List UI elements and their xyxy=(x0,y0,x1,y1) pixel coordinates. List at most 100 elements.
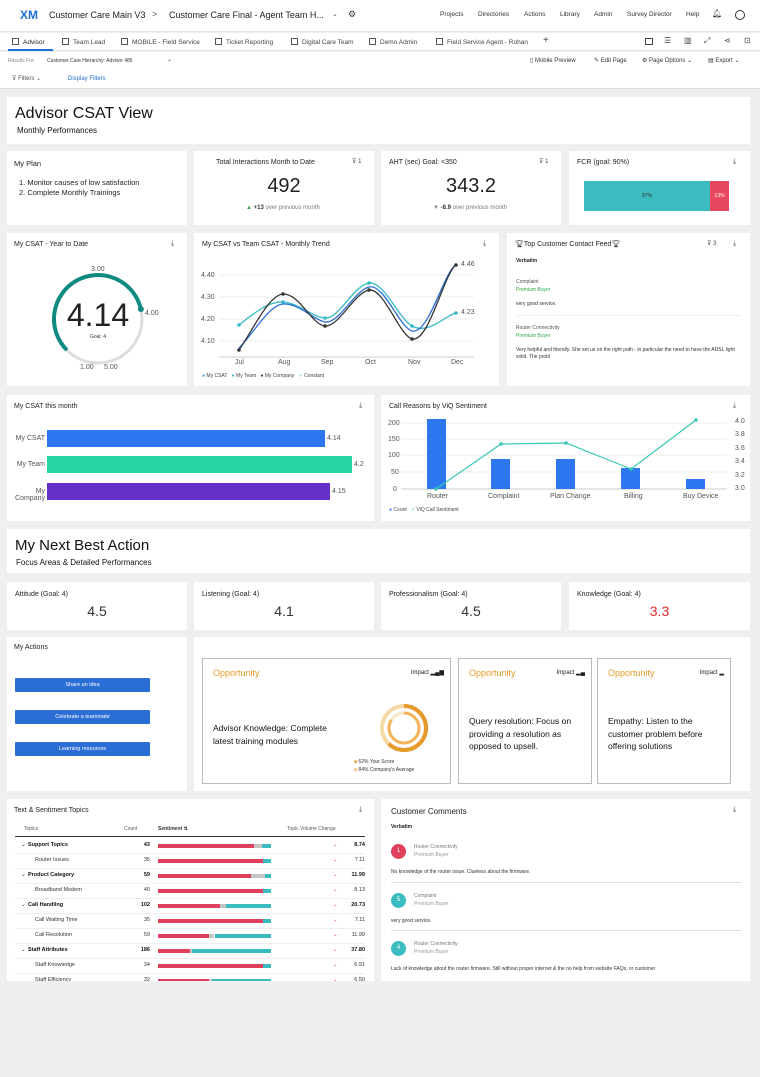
tab-demo-admin[interactable]: Demo Admin xyxy=(369,38,417,46)
y-tick-left: 150 xyxy=(388,436,400,443)
nav-actions[interactable]: Actions xyxy=(524,11,546,18)
widget-title: Call Reasons by ViQ Sentiment xyxy=(389,403,487,410)
share-icon[interactable]: ⋖ xyxy=(724,36,731,45)
table-row[interactable]: Call Resolution 59 ⌄ 11.99 xyxy=(15,929,373,944)
user-avatar-icon[interactable] xyxy=(735,10,745,20)
share-idea-button[interactable]: Share an idea xyxy=(15,678,150,692)
collapse-icon[interactable]: ⊡ xyxy=(744,36,751,45)
opportunity-title: Opportunity xyxy=(469,668,516,678)
expand-caret-icon[interactable]: ⌄ xyxy=(21,872,26,878)
bell-icon[interactable]: 🔔︎ xyxy=(712,9,723,18)
csat-header-card: Advisor CSAT View Monthly Performances xyxy=(7,97,750,144)
divider xyxy=(15,836,365,837)
project-breadcrumb[interactable]: Customer Care Main V3 xyxy=(49,10,146,20)
plan-item: 1. Monitor causes of low satisfaction xyxy=(19,178,140,187)
add-tab-icon[interactable]: + xyxy=(543,35,549,46)
display-filters-link[interactable]: Display Filters xyxy=(68,76,106,82)
download-icon[interactable]: ⤓ xyxy=(733,158,737,165)
edit-page-button[interactable]: ✎ Edit Page xyxy=(594,58,627,64)
opportunity-card[interactable]: Opportunity Impact ▂▄▆ Advisor Knowledge… xyxy=(202,658,451,784)
download-icon[interactable]: ⤓ xyxy=(171,240,175,247)
widget-title: 🏆︎Top Customer Contact Feed🏆︎ xyxy=(515,241,621,248)
table-row[interactable]: ⌄ Product Category 59 ⌄ 11.99 xyxy=(15,869,373,884)
expand-caret-icon[interactable]: ⌄ xyxy=(21,902,26,908)
nav-help[interactable]: Help xyxy=(686,11,700,18)
mobile-preview-button[interactable]: ▯ Mobile Preview xyxy=(530,58,576,64)
table-row[interactable]: Broadband Modem 40 ⌄ 8.13 xyxy=(15,884,373,899)
hierarchy-selector[interactable]: Customer Care Hierarchy: Advisor 485 xyxy=(47,58,133,64)
bar-chart-icon[interactable]: ▥ xyxy=(684,36,692,45)
opportunity-card[interactable]: Opportunity Impact ▂ Empathy: Listen to … xyxy=(597,658,731,784)
expand-icon[interactable]: ⤢ xyxy=(704,36,711,45)
table-row[interactable]: Router Issues 35 ⌄ 7.11 xyxy=(15,854,373,869)
chevron-down-icon[interactable]: ⌄ xyxy=(332,11,338,18)
focus-card-knowledge: Knowledge (Goal: 4) 3.3 xyxy=(569,582,750,630)
widget-title: My Plan xyxy=(14,159,42,168)
table-row[interactable]: Staff Efficiency 32 ⌄ 6.50 xyxy=(23,974,373,981)
active-tab-indicator xyxy=(8,49,53,51)
column-header[interactable]: Sentiment ⇅ xyxy=(158,826,188,832)
table-row[interactable]: ⌄ Call Handling 102 ⌄ 20.73 xyxy=(15,899,373,914)
y-tick: 4.40 xyxy=(201,272,215,279)
widget-title: My CSAT this month xyxy=(14,403,78,410)
download-icon[interactable]: ⤓ xyxy=(483,240,487,247)
contact-feed-card: 🏆︎Top Customer Contact Feed🏆︎ ⊽ 3 ⤓ Verb… xyxy=(507,233,750,386)
column-header[interactable]: Topic Volume Change xyxy=(287,826,336,832)
volume-change: 7.11 xyxy=(354,917,365,923)
tab-ticket-reporting[interactable]: Ticket Reporting xyxy=(215,38,273,46)
sentiment-bar-segment xyxy=(191,949,271,953)
kpi-value: 343.2 xyxy=(445,175,497,197)
bar-complaint xyxy=(491,459,510,489)
download-icon[interactable]: ⤓ xyxy=(733,806,737,813)
tab-advisor[interactable]: Advisor xyxy=(12,38,45,46)
sort-icon: ⇅ xyxy=(183,826,188,832)
page-title: Advisor CSAT View xyxy=(15,105,153,122)
download-icon[interactable]: ⤓ xyxy=(733,240,737,247)
gear-icon[interactable]: ⚙ xyxy=(348,9,357,19)
opportunity-description: Advisor Knowledge: Complete latest train… xyxy=(213,723,327,746)
opportunity-title: Opportunity xyxy=(213,668,260,678)
topic-name: Broadband Modem xyxy=(35,887,82,893)
page-options-button[interactable]: ⚙ Page Options ⌄ xyxy=(642,58,693,64)
tab-field-service-agent[interactable]: Field Service Agent - Rohan xyxy=(436,38,528,46)
nav-projects[interactable]: Projects xyxy=(440,11,464,18)
filters-button[interactable]: ⊽ Filters ⌄ xyxy=(12,76,42,82)
list-icon[interactable]: ☰ xyxy=(664,36,672,45)
nav-survey-director[interactable]: Survey Director xyxy=(627,11,672,18)
export-button[interactable]: ▤ Export ⌄ xyxy=(708,58,740,64)
celebrate-teammate-button[interactable]: Celebrate a teammate xyxy=(15,710,150,724)
sentiment-bar-segment xyxy=(263,964,271,968)
download-icon[interactable]: ⤓ xyxy=(359,402,363,409)
page-icon xyxy=(369,38,376,45)
tab-team-lead[interactable]: Team Lead xyxy=(62,38,105,46)
tab-digital-care-team[interactable]: Digital Care Team xyxy=(291,38,354,46)
learning-resources-button[interactable]: Learning resources xyxy=(15,742,150,756)
xm-logo[interactable]: XM xyxy=(20,8,38,22)
nav-library[interactable]: Library xyxy=(560,11,580,18)
chevron-down-icon[interactable]: ⌄ xyxy=(167,57,173,63)
expand-caret-icon[interactable]: ⌄ xyxy=(21,947,26,953)
table-row[interactable]: ⌄ Support Topics 43 ⌄ 8.74 xyxy=(15,839,373,854)
y-tick-left: 50 xyxy=(391,469,399,476)
layout-icon[interactable] xyxy=(645,38,653,45)
topic-count: 34 xyxy=(143,962,150,968)
sentiment-bar-segment xyxy=(158,889,264,893)
column-header[interactable]: Topics xyxy=(24,826,39,832)
column-header[interactable]: Count xyxy=(124,826,138,832)
dashboard-breadcrumb[interactable]: Customer Care Final - Agent Team H... xyxy=(169,10,324,20)
opportunity-card[interactable]: Opportunity Impact ▂▄ Query resolution: … xyxy=(458,658,592,784)
download-icon[interactable]: ⤓ xyxy=(733,402,737,409)
table-row[interactable]: Call Waiting Time 35 ⌄ 7.11 xyxy=(15,914,373,929)
nav-directories[interactable]: Directories xyxy=(478,11,510,18)
expand-caret-icon[interactable]: ⌄ xyxy=(21,842,26,848)
table-row[interactable]: Staff Knowledge 34 ⌄ 6.91 xyxy=(15,959,373,974)
filter-icon[interactable]: ⊽ 3 xyxy=(707,241,717,247)
table-row[interactable]: ⌄ Staff Attributes 186 ⌄ 37.80 xyxy=(15,944,373,959)
download-icon[interactable]: ⤓ xyxy=(359,806,363,813)
filter-icon[interactable]: ⊽ 1 xyxy=(352,159,362,165)
sentiment-bar-segment xyxy=(158,934,209,938)
nav-admin[interactable]: Admin xyxy=(594,11,613,18)
feed-buyer-type: Premium Buyer xyxy=(516,287,551,293)
filter-icon[interactable]: ⊽ 1 xyxy=(539,159,549,165)
tab-mobile-field-service[interactable]: MOBILE - Field Service xyxy=(121,38,200,46)
